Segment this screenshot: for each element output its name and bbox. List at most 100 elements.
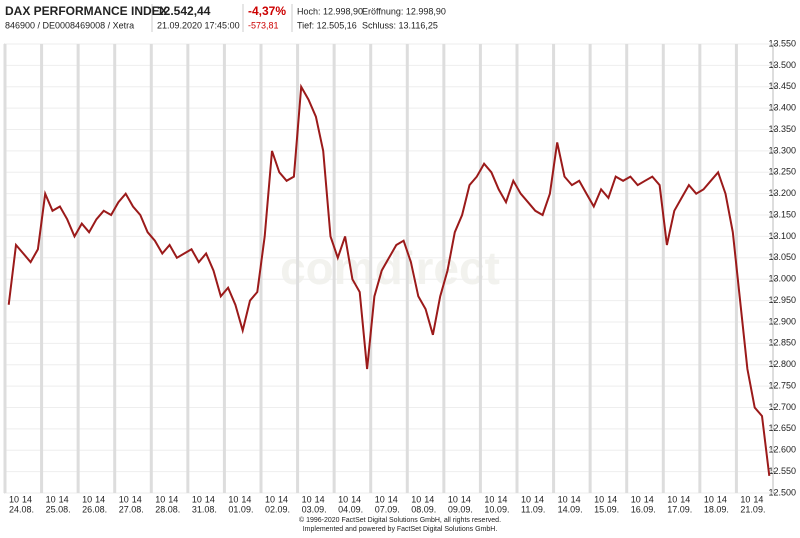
- x-tick-label: 24.08.: [9, 504, 34, 514]
- price: 12.542,44: [157, 4, 211, 18]
- y-tick-label: 12.600: [768, 445, 796, 455]
- y-tick-label: 13.200: [768, 188, 796, 198]
- x-tick-label: 11.09.: [521, 504, 545, 514]
- footer: Implemented and powered by FactSet Digit…: [303, 526, 498, 533]
- hour-label: 10: [228, 494, 238, 504]
- y-tick-label: 12.500: [768, 487, 796, 497]
- hour-label: 14: [753, 494, 763, 504]
- hour-label: 10: [631, 494, 641, 504]
- hour-label: 14: [95, 494, 105, 504]
- y-tick-label: 13.500: [768, 60, 796, 70]
- hour-label: 14: [315, 494, 325, 504]
- x-tick-label: 28.08.: [155, 504, 180, 514]
- y-tick-label: 12.900: [768, 316, 796, 326]
- hour-label: 10: [375, 494, 385, 504]
- hour-label: 14: [168, 494, 178, 504]
- hour-label: 10: [82, 494, 92, 504]
- x-tick-label: 07.09.: [375, 504, 400, 514]
- hour-label: 10: [704, 494, 714, 504]
- y-tick-label: 12.700: [768, 402, 796, 412]
- x-tick-label: 04.09.: [338, 504, 363, 514]
- plot-area: [4, 43, 774, 494]
- hour-label: 14: [132, 494, 142, 504]
- hour-label: 14: [351, 494, 361, 504]
- x-tick-label: 01.09.: [228, 504, 253, 514]
- x-tick-label: 25.08.: [46, 504, 71, 514]
- hour-label: 14: [607, 494, 617, 504]
- y-tick-label: 13.350: [768, 124, 796, 134]
- close: Schluss: 13.116,25: [362, 20, 438, 30]
- x-tick-label: 08.09.: [411, 504, 436, 514]
- change-pct: -4,37%: [248, 4, 286, 18]
- timestamp: 21.09.2020 17:45:00: [157, 20, 240, 30]
- y-tick-label: 13.250: [768, 167, 796, 177]
- hour-label: 10: [521, 494, 531, 504]
- y-tick-label: 13.550: [768, 38, 796, 48]
- hour-label: 14: [241, 494, 251, 504]
- y-tick-label: 12.950: [768, 295, 796, 305]
- hour-label: 14: [22, 494, 32, 504]
- hour-label: 10: [9, 494, 19, 504]
- hour-label: 14: [278, 494, 288, 504]
- hour-label: 10: [265, 494, 275, 504]
- x-tick-label: 18.09.: [704, 504, 729, 514]
- hour-label: 10: [484, 494, 494, 504]
- high: Hoch: 12.998,90: [297, 6, 363, 16]
- footer: © 1996-2020 FactSet Digital Solutions Gm…: [299, 516, 501, 524]
- open: Eröffnung: 12.998,90: [362, 6, 446, 16]
- title: DAX PERFORMANCE INDEX: [5, 4, 168, 18]
- hour-label: 10: [667, 494, 677, 504]
- x-tick-label: 27.08.: [119, 504, 144, 514]
- low: Tief: 12.505,16: [297, 20, 357, 30]
- hour-label: 10: [594, 494, 604, 504]
- price-line: [7, 83, 771, 477]
- hour-label: 14: [534, 494, 544, 504]
- x-tick-label: 21.09.: [740, 504, 765, 514]
- hour-label: 10: [558, 494, 568, 504]
- y-tick-label: 13.400: [768, 103, 796, 113]
- x-tick-label: 03.09.: [302, 504, 327, 514]
- x-tick-label: 17.09.: [667, 504, 692, 514]
- hour-label: 10: [119, 494, 129, 504]
- y-tick-label: 12.800: [768, 359, 796, 369]
- x-tick-label: 09.09.: [448, 504, 473, 514]
- hour-label: 14: [717, 494, 727, 504]
- y-tick-label: 13.050: [768, 252, 796, 262]
- y-tick-label: 13.100: [768, 231, 796, 241]
- hour-label: 10: [740, 494, 750, 504]
- y-tick-label: 12.650: [768, 423, 796, 433]
- x-tick-label: 15.09.: [594, 504, 619, 514]
- hour-label: 14: [424, 494, 434, 504]
- hour-label: 10: [46, 494, 56, 504]
- hour-label: 14: [644, 494, 654, 504]
- x-tick-label: 02.09.: [265, 504, 290, 514]
- y-tick-label: 13.300: [768, 145, 796, 155]
- x-tick-label: 26.08.: [82, 504, 107, 514]
- hour-label: 10: [302, 494, 312, 504]
- hour-label: 10: [448, 494, 458, 504]
- x-tick-label: 31.08.: [192, 504, 217, 514]
- hour-label: 14: [59, 494, 69, 504]
- x-tick-label: 10.09.: [484, 504, 509, 514]
- hour-label: 10: [155, 494, 165, 504]
- hour-label: 14: [461, 494, 471, 504]
- watermark: comdirect: [280, 242, 500, 294]
- y-tick-label: 13.000: [768, 274, 796, 284]
- hour-label: 14: [388, 494, 398, 504]
- y-tick-label: 12.850: [768, 338, 796, 348]
- y-tick-label: 13.150: [768, 209, 796, 219]
- hour-label: 10: [192, 494, 202, 504]
- hour-label: 14: [205, 494, 215, 504]
- x-tick-label: 14.09.: [558, 504, 583, 514]
- instrument-id: 846900 / DE0008469008 / Xetra: [5, 20, 134, 30]
- y-tick-label: 12.550: [768, 466, 796, 476]
- hour-label: 10: [338, 494, 348, 504]
- hour-label: 10: [411, 494, 421, 504]
- hour-label: 14: [497, 494, 507, 504]
- change-abs: -573,81: [248, 20, 279, 30]
- x-tick-label: 16.09.: [631, 504, 656, 514]
- hour-label: 14: [680, 494, 690, 504]
- y-tick-label: 13.450: [768, 81, 796, 91]
